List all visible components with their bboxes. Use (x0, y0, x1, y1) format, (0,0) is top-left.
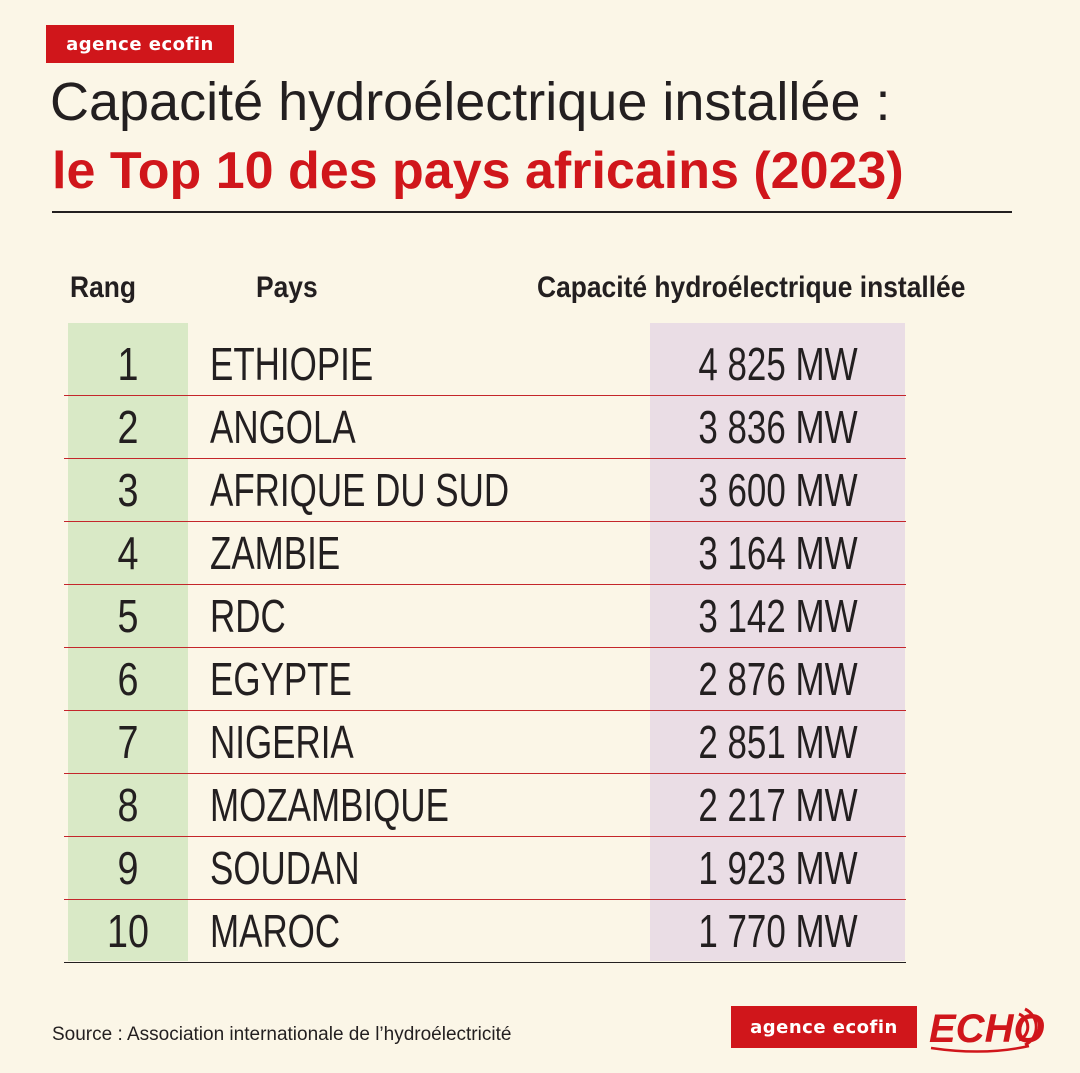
capacity-cell: 3 836 MW (698, 401, 858, 453)
table-row: 1 ETHIOPIE 4 825 MW (64, 333, 906, 396)
table-row: 10 MAROC 1 770 MW (64, 900, 906, 963)
country-cell: RDC (210, 590, 286, 642)
page-title: Capacité hydroélectrique installée : (50, 72, 891, 132)
table-row: 4 ZAMBIE 3 164 MW (64, 522, 906, 585)
table-row: 5 RDC 3 142 MW (64, 585, 906, 648)
column-header-capacity: Capacité hydroélectrique installée (537, 271, 966, 304)
column-header-country: Pays (256, 271, 318, 304)
source-note: Source : Association internationale de l… (52, 1024, 512, 1045)
rank-cell: 3 (117, 464, 139, 516)
country-cell: NIGERIA (210, 716, 354, 768)
table-row: 8 MOZAMBIQUE 2 217 MW (64, 774, 906, 837)
capacity-cell: 3 600 MW (698, 464, 858, 516)
capacity-cell: 4 825 MW (698, 338, 858, 390)
footer-brand-logo: agence ecofin (731, 1006, 917, 1048)
rank-column-background (68, 323, 188, 961)
country-cell: MAROC (210, 905, 341, 957)
capacity-column-background (650, 323, 905, 961)
table-row: 3 AFRIQUE DU SUD 3 600 MW (64, 459, 906, 522)
rank-cell: 8 (117, 779, 139, 831)
rank-cell: 1 (117, 338, 139, 390)
page-subtitle: le Top 10 des pays africains (2023) (52, 142, 904, 200)
country-cell: ANGOLA (210, 401, 356, 453)
table-row: 2 ANGOLA 3 836 MW (64, 396, 906, 459)
capacity-cell: 2 876 MW (698, 653, 858, 705)
rank-cell: 7 (117, 716, 139, 768)
echo-logo-icon: ECHO (929, 1007, 1045, 1053)
table-row: 6 EGYPTE 2 876 MW (64, 648, 906, 711)
table-row: 7 NIGERIA 2 851 MW (64, 711, 906, 774)
rank-cell: 9 (117, 842, 139, 894)
capacity-cell: 3 164 MW (698, 527, 858, 579)
table-row: 9 SOUDAN 1 923 MW (64, 837, 906, 900)
capacity-cell: 1 923 MW (698, 842, 858, 894)
rank-cell: 2 (117, 401, 139, 453)
capacity-cell: 3 142 MW (698, 590, 858, 642)
country-cell: SOUDAN (210, 842, 360, 894)
country-cell: MOZAMBIQUE (210, 779, 449, 831)
rank-cell: 4 (117, 527, 139, 579)
ranking-table: 1 ETHIOPIE 4 825 MW 2 ANGOLA 3 836 MW 3 … (64, 333, 906, 963)
rank-cell: 10 (107, 905, 149, 957)
rank-cell: 5 (117, 590, 139, 642)
capacity-cell: 1 770 MW (698, 905, 858, 957)
brand-logo: agence ecofin (46, 25, 234, 63)
column-header-rank: Rang (70, 271, 136, 304)
country-cell: AFRIQUE DU SUD (210, 464, 510, 516)
country-cell: EGYPTE (210, 653, 352, 705)
capacity-cell: 2 217 MW (698, 779, 858, 831)
country-cell: ETHIOPIE (210, 338, 374, 390)
country-cell: ZAMBIE (210, 527, 341, 579)
capacity-cell: 2 851 MW (698, 716, 858, 768)
rank-cell: 6 (117, 653, 139, 705)
title-divider (52, 211, 1012, 213)
